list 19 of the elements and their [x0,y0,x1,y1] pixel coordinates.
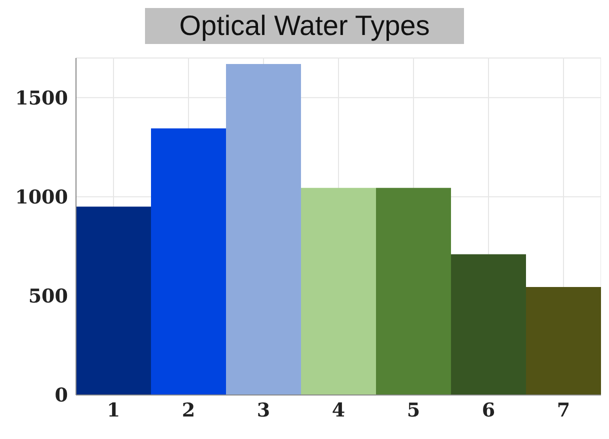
y-tick-label: 1500 [15,87,68,110]
y-tick-label: 500 [28,286,68,308]
x-tick-label: 1 [106,399,120,422]
x-tick-label: 6 [482,399,496,422]
x-tick-label: 7 [556,399,570,422]
x-tick-label: 5 [406,399,420,422]
y-tick-label: 1000 [15,186,68,209]
chart-title: Optical Water Types [145,8,464,44]
x-tick-label: 3 [256,399,270,422]
bar [76,206,151,395]
bar [226,64,301,395]
bar [376,188,451,395]
x-tick-label: 4 [332,399,346,422]
y-tick-label: 0 [54,384,68,407]
bar [151,128,226,395]
bar [451,254,526,395]
bar [301,188,376,395]
bar [526,286,601,395]
x-tick-label: 2 [182,399,196,422]
